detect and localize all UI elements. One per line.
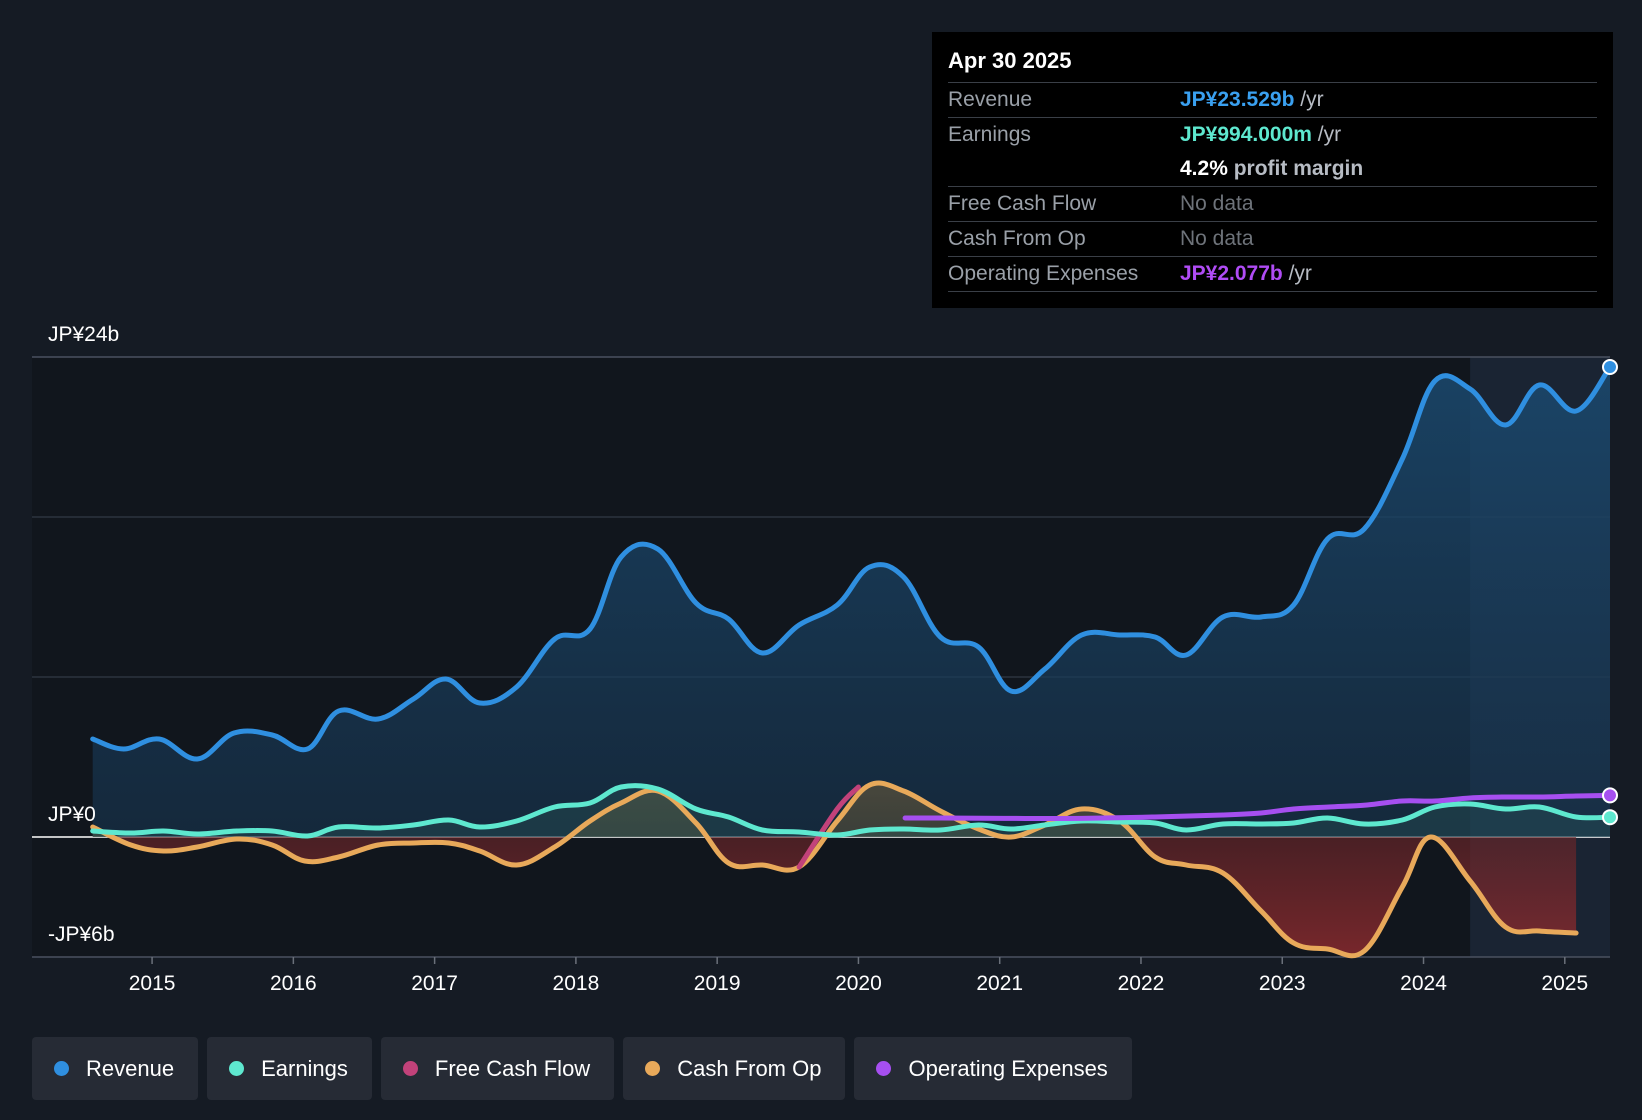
- tooltip-suffix-earnings: /yr: [1311, 123, 1342, 146]
- y-tick-label: JP¥24b: [48, 323, 119, 346]
- legend-label-cfo: Cash From Op: [677, 1055, 822, 1081]
- tooltip-date: Apr 30 2025: [948, 46, 1597, 83]
- tooltip-value-earnings: JP¥994.000m: [1180, 123, 1312, 146]
- tooltip-suffix-margin: profit margin: [1227, 157, 1364, 180]
- tooltip-row-earnings: Earnings JP¥994.000m /yr: [948, 118, 1597, 152]
- x-tick-label: 2018: [553, 972, 600, 995]
- revenue-dot-icon: [54, 1061, 69, 1076]
- tooltip-value-revenue: JP¥23.529b: [1180, 88, 1295, 111]
- legend-item-opex[interactable]: Operating Expenses: [854, 1037, 1132, 1100]
- legend-label-opex: Operating Expenses: [908, 1055, 1108, 1081]
- earnings-end-point: [1602, 809, 1618, 826]
- tooltip-suffix-opex: /yr: [1282, 262, 1312, 285]
- chart-legend: Revenue Earnings Free Cash Flow Cash Fro…: [32, 1037, 1132, 1100]
- x-tick-label: 2021: [976, 972, 1023, 995]
- tooltip-value-margin: 4.2%: [1180, 157, 1228, 180]
- cfo-dot-icon: [645, 1061, 661, 1076]
- x-tick-label: 2016: [270, 972, 317, 995]
- legend-label-earnings: Earnings: [261, 1055, 348, 1081]
- y-tick-label: JP¥0: [48, 803, 96, 826]
- opex-end-point: [1602, 787, 1618, 804]
- data-tooltip: Apr 30 2025 Revenue JP¥23.529b /yr Earni…: [932, 32, 1613, 308]
- tooltip-row-opex: Operating Expenses JP¥2.077b /yr: [948, 257, 1597, 292]
- x-tick-label: 2024: [1400, 972, 1447, 995]
- tooltip-row-fcf: Free Cash Flow No data: [948, 187, 1597, 222]
- tooltip-row-cfo: Cash From Op No data: [948, 222, 1597, 257]
- x-tick-label: 2019: [694, 972, 741, 995]
- x-tick-label: 2023: [1259, 972, 1306, 995]
- revenue-line: [90, 364, 1613, 762]
- legend-item-earnings[interactable]: Earnings: [207, 1037, 372, 1100]
- tooltip-label-fcf: Free Cash Flow: [948, 192, 1097, 215]
- revenue-end-point: [1602, 359, 1618, 375]
- legend-label-revenue: Revenue: [86, 1055, 175, 1081]
- tooltip-row-margin: 4.2% profit margin: [948, 152, 1597, 187]
- tooltip-suffix-revenue: /yr: [1294, 88, 1324, 111]
- legend-item-fcf[interactable]: Free Cash Flow: [380, 1037, 615, 1100]
- opex-dot-icon: [876, 1061, 892, 1076]
- revenue-area: [92, 367, 1611, 837]
- earnings-dot-icon: [229, 1061, 245, 1076]
- tooltip-label-revenue: Revenue: [948, 88, 1033, 111]
- tooltip-label-earnings: Earnings: [948, 123, 1031, 146]
- earnings-line: [90, 782, 1613, 839]
- fcf-dot-icon: [402, 1061, 418, 1076]
- x-tick-label: 2025: [1541, 972, 1588, 995]
- legend-item-revenue[interactable]: Revenue: [32, 1037, 199, 1100]
- tooltip-label-cfo: Cash From Op: [948, 227, 1086, 250]
- x-tick-label: 2015: [129, 972, 176, 995]
- tooltip-value-cfo: No data: [1180, 227, 1254, 250]
- fcf-line: [796, 784, 861, 870]
- tooltip-value-opex: JP¥2.077b: [1180, 262, 1283, 285]
- tooltip-label-opex: Operating Expenses: [948, 262, 1139, 285]
- legend-label-fcf: Free Cash Flow: [434, 1055, 591, 1081]
- x-tick-label: 2017: [411, 972, 458, 995]
- legend-item-cfo[interactable]: Cash From Op: [623, 1037, 846, 1100]
- cfo-line: [90, 780, 1579, 959]
- opex-line: [902, 792, 1613, 822]
- y-tick-label: -JP¥6b: [48, 923, 115, 946]
- tooltip-value-fcf: No data: [1180, 192, 1254, 215]
- x-tick-label: 2022: [1118, 972, 1165, 995]
- x-tick-label: 2020: [835, 972, 882, 995]
- tooltip-row-revenue: Revenue JP¥23.529b /yr: [948, 83, 1597, 118]
